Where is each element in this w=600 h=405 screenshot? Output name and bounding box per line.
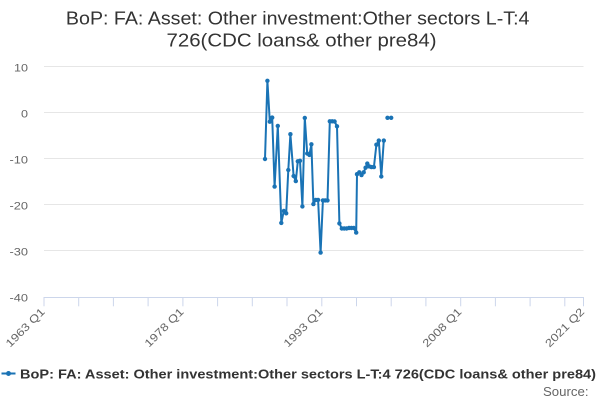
svg-text:-10: -10 <box>10 155 29 167</box>
svg-text:BoP: FA: Asset: Other investme: BoP: FA: Asset: Other investment:Other s… <box>66 9 530 29</box>
svg-text:Source:: Source: <box>543 384 589 399</box>
svg-text:-40: -40 <box>10 293 29 305</box>
svg-text:0: 0 <box>21 109 28 121</box>
svg-text:-20: -20 <box>10 201 29 213</box>
svg-text:726(CDC loans& other pre84): 726(CDC loans& other pre84) <box>167 31 437 51</box>
svg-text:10: 10 <box>14 63 28 75</box>
svg-text:BoP: FA: Asset: Other investme: BoP: FA: Asset: Other investment:Other s… <box>20 367 596 382</box>
svg-text:-30: -30 <box>10 247 29 259</box>
